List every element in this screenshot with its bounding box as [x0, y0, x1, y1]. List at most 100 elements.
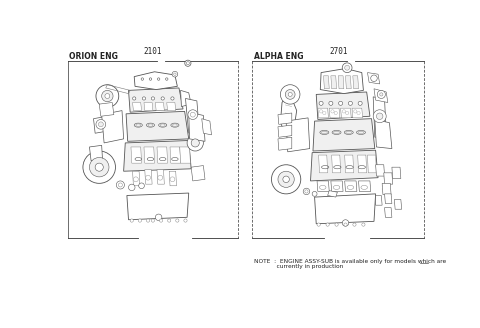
Circle shape: [338, 101, 343, 105]
Text: ALPHA ENG: ALPHA ENG: [254, 52, 303, 61]
Circle shape: [184, 219, 187, 222]
Circle shape: [317, 223, 320, 226]
Polygon shape: [157, 170, 164, 184]
Circle shape: [170, 177, 175, 182]
Circle shape: [380, 93, 383, 96]
Polygon shape: [278, 125, 292, 137]
Text: NOTE  :  ENGINE ASSY-SUB is available only for models which are: NOTE : ENGINE ASSY-SUB is available only…: [254, 259, 446, 264]
Polygon shape: [331, 76, 336, 89]
Circle shape: [156, 214, 162, 220]
Circle shape: [185, 60, 191, 66]
Polygon shape: [180, 147, 191, 163]
Polygon shape: [382, 183, 391, 195]
Circle shape: [285, 90, 295, 99]
Circle shape: [174, 73, 176, 75]
Circle shape: [161, 97, 164, 100]
Circle shape: [377, 91, 385, 98]
Circle shape: [353, 223, 356, 226]
Circle shape: [130, 219, 133, 222]
Polygon shape: [311, 150, 378, 181]
Circle shape: [139, 183, 144, 189]
Polygon shape: [375, 119, 392, 149]
Circle shape: [171, 97, 174, 100]
Circle shape: [89, 157, 109, 177]
Circle shape: [186, 62, 190, 65]
Polygon shape: [384, 208, 392, 217]
Circle shape: [141, 78, 144, 80]
Polygon shape: [94, 116, 109, 133]
Circle shape: [373, 110, 386, 123]
Circle shape: [151, 97, 155, 100]
Circle shape: [116, 181, 124, 189]
Polygon shape: [314, 194, 376, 224]
Circle shape: [191, 112, 195, 117]
Polygon shape: [375, 195, 382, 205]
Polygon shape: [102, 111, 124, 143]
Circle shape: [95, 163, 103, 171]
Circle shape: [358, 101, 362, 105]
Circle shape: [143, 97, 145, 100]
Circle shape: [102, 91, 113, 102]
Circle shape: [138, 219, 142, 222]
Circle shape: [129, 184, 135, 191]
Polygon shape: [129, 88, 183, 112]
Polygon shape: [384, 194, 392, 204]
Circle shape: [172, 72, 178, 77]
Polygon shape: [345, 181, 357, 192]
Polygon shape: [373, 97, 386, 137]
Circle shape: [119, 183, 122, 187]
Circle shape: [329, 101, 333, 105]
Circle shape: [157, 78, 160, 80]
Circle shape: [145, 175, 151, 180]
Polygon shape: [278, 113, 292, 124]
Polygon shape: [376, 165, 384, 176]
Circle shape: [83, 151, 116, 183]
Polygon shape: [338, 76, 344, 89]
Circle shape: [166, 78, 168, 80]
Polygon shape: [313, 119, 375, 151]
Text: ORION ENG: ORION ENG: [69, 52, 118, 61]
Polygon shape: [157, 147, 168, 163]
Circle shape: [371, 75, 377, 81]
Circle shape: [158, 175, 163, 180]
Polygon shape: [134, 72, 177, 90]
Polygon shape: [185, 98, 199, 133]
Text: currently in production: currently in production: [254, 264, 343, 269]
Polygon shape: [202, 119, 212, 135]
Polygon shape: [144, 102, 153, 111]
Circle shape: [168, 219, 171, 222]
Circle shape: [326, 223, 329, 226]
Circle shape: [187, 135, 204, 151]
Polygon shape: [324, 76, 329, 89]
Circle shape: [149, 78, 152, 80]
Polygon shape: [384, 173, 393, 184]
Circle shape: [146, 219, 150, 222]
Polygon shape: [346, 76, 351, 89]
Circle shape: [188, 110, 198, 119]
Polygon shape: [286, 118, 310, 152]
Circle shape: [348, 101, 352, 105]
Polygon shape: [180, 91, 191, 107]
Polygon shape: [131, 147, 142, 163]
Polygon shape: [144, 147, 155, 163]
Circle shape: [319, 101, 323, 105]
Circle shape: [335, 223, 338, 226]
Polygon shape: [328, 191, 337, 197]
Polygon shape: [318, 108, 328, 118]
Polygon shape: [126, 112, 189, 141]
Polygon shape: [368, 155, 376, 173]
Text: 2701: 2701: [330, 47, 348, 56]
Circle shape: [362, 223, 365, 226]
Polygon shape: [167, 102, 176, 111]
Circle shape: [303, 188, 310, 195]
Polygon shape: [341, 108, 351, 118]
Polygon shape: [331, 181, 343, 192]
Polygon shape: [329, 108, 340, 118]
Circle shape: [98, 122, 103, 127]
Circle shape: [176, 219, 179, 222]
Polygon shape: [99, 102, 114, 116]
Polygon shape: [132, 102, 142, 111]
Circle shape: [159, 219, 163, 222]
Text: 2101: 2101: [144, 47, 162, 56]
Circle shape: [344, 223, 347, 226]
